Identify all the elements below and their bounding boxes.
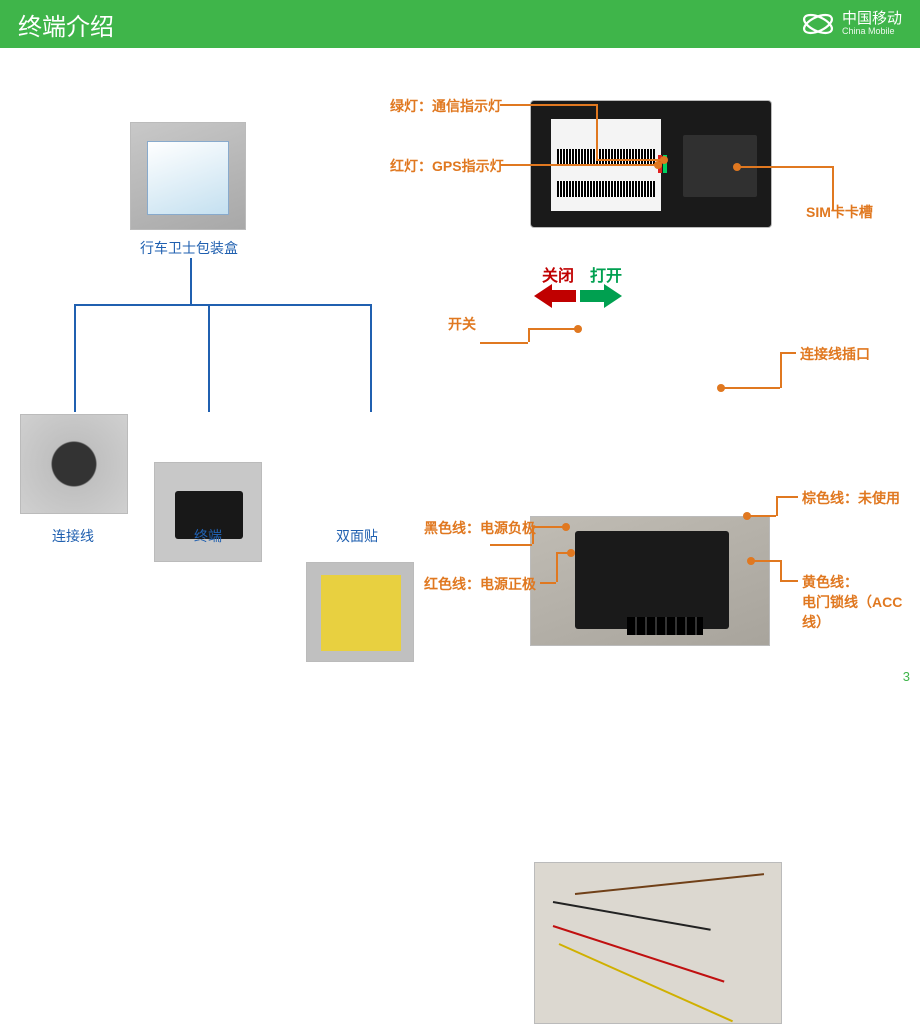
- label-switch-close: 关闭: [542, 262, 574, 286]
- label-green-led: 绿灯：通信指示灯: [390, 96, 502, 116]
- callout-line: [750, 560, 798, 582]
- arrow-open-icon: [580, 284, 622, 308]
- label-switch-open: 打开: [590, 262, 622, 286]
- brand-name-en: China Mobile: [842, 27, 902, 37]
- tree-line-segment: [190, 258, 192, 304]
- tree-line-segment: [370, 304, 372, 412]
- label-terminal: 终端: [194, 526, 222, 546]
- photo-cable: [20, 414, 128, 514]
- tree-line-segment: [74, 304, 372, 306]
- callout-line: [720, 352, 796, 388]
- label-wire-yellow-1: 黄色线：: [802, 572, 858, 592]
- label-cable: 连接线: [52, 526, 94, 546]
- page-title: 终端介绍: [18, 7, 114, 42]
- label-package-box: 行车卫士包装盒: [140, 238, 238, 258]
- label-port: 连接线插口: [800, 344, 870, 364]
- arrow-close-icon: [534, 284, 576, 308]
- header-bar: 终端介绍 中国移动 China Mobile: [0, 0, 920, 48]
- photo-terminal: [154, 462, 262, 562]
- logo-icon: [800, 6, 836, 42]
- callout-line: [500, 164, 658, 165]
- callout-line: [540, 552, 572, 584]
- brand-logo: 中国移动 China Mobile: [800, 6, 902, 42]
- callout-line: [490, 526, 566, 546]
- tree-line-segment: [208, 304, 210, 412]
- label-tape: 双面贴: [336, 526, 378, 546]
- photo-package-box: [130, 122, 246, 230]
- photo-tape: [306, 562, 414, 662]
- callout-line: [746, 496, 798, 516]
- brand-name-cn: 中国移动: [842, 11, 902, 28]
- callout-line: [736, 166, 834, 210]
- label-red-led: 红灯：GPS指示灯: [390, 156, 504, 176]
- label-wire-red: 红色线：电源正极: [424, 574, 536, 594]
- callout-line: [480, 328, 578, 344]
- label-wire-brown: 棕色线：未使用: [802, 488, 900, 508]
- label-switch: 开关: [448, 314, 476, 334]
- tree-line-segment: [74, 304, 76, 412]
- photo-wires: [534, 862, 782, 1024]
- callout-line: [500, 104, 664, 160]
- label-wire-yellow-2: 电门锁线（ACC线）: [802, 592, 920, 632]
- page-number: 3: [903, 669, 910, 684]
